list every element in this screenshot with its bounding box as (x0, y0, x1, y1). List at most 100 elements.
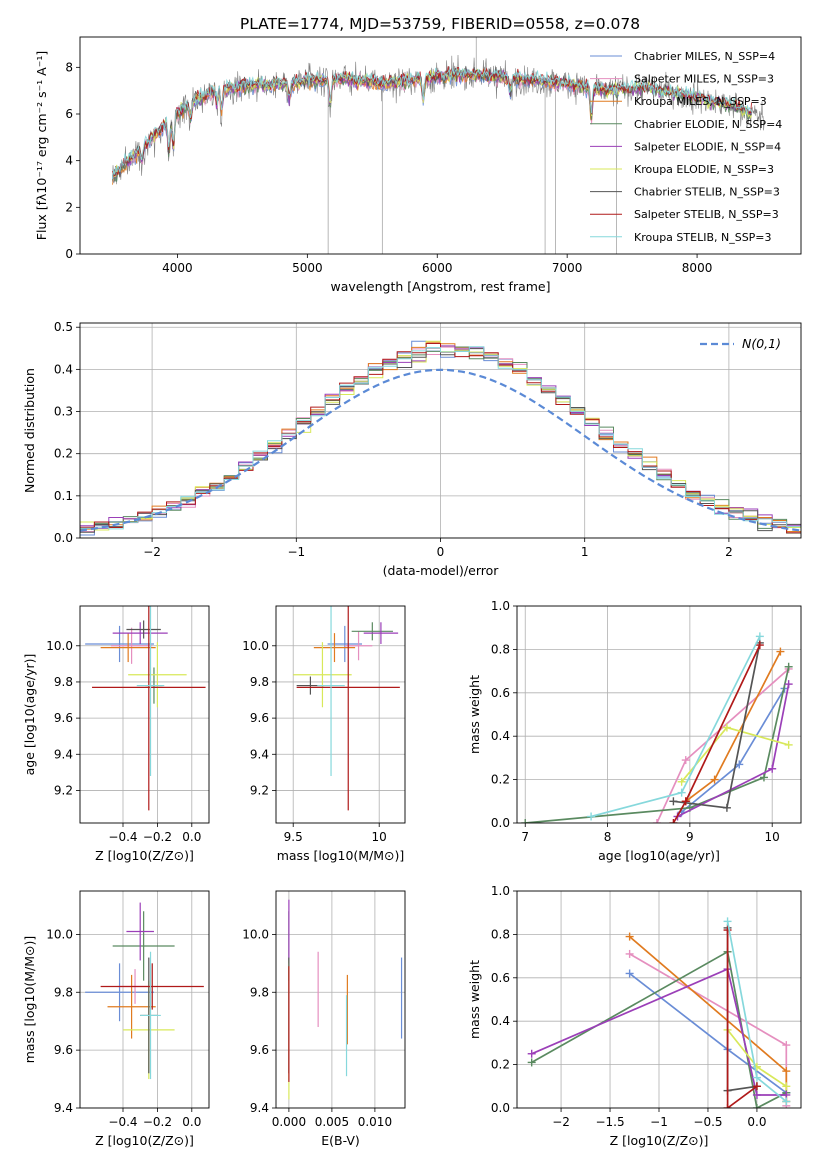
y-tick-label: 9.4 (250, 1101, 269, 1115)
x-axis-label: Z [log10(Z/Z⊙)] (95, 1133, 194, 1148)
y-tick-label: 9.8 (250, 675, 269, 689)
x-tick-label: 9.5 (284, 830, 303, 844)
x-tick-label: −0.4 (108, 830, 137, 844)
legend-label-normal: N(0,1) (742, 336, 781, 351)
y-tick-label: 6 (65, 107, 73, 121)
x-tick-label: −0.5 (693, 1115, 722, 1129)
y-tick-label: 0.6 (491, 971, 510, 985)
axes-frame (79, 890, 210, 1109)
y-tick-label: 1.0 (491, 599, 510, 613)
x-tick-label: 4000 (162, 261, 193, 275)
plot-area-age_vs_Z (80, 606, 209, 823)
y-tick-label: 0.3 (54, 405, 73, 419)
figure-title: PLATE=1774, MJD=53759, FIBERID=0558, z=0… (240, 15, 640, 33)
y-tick-label: 0 (65, 247, 73, 261)
axes-frame (516, 605, 802, 824)
x-tick-label: −2 (143, 545, 161, 559)
panel-mass_vs_Z: −0.4 −0.2 0.0 9.4 9.6 9.8 10.0 Z [log10(Z/Z⊙)] m… (22, 890, 210, 1148)
x-tick-label: 0.0 (182, 1115, 201, 1129)
x-axis-label: (data-model)/error (383, 563, 500, 578)
legend-label-chabrier_miles: Chabrier MILES, N_SSP=4 (634, 50, 775, 63)
x-axis-label: wavelength [Angstrom, rest frame] (330, 279, 550, 294)
panel-age_vs_mass: 9.5 10 9.2 9.4 9.6 9.8 10.0 mass [log10(M/M⊙)] (242, 605, 406, 863)
x-tick-label: 0.005 (315, 1115, 349, 1129)
y-axis-label: Normed distribution (22, 368, 37, 493)
x-tick-label: 10 (765, 830, 780, 844)
y-tick-label: 9.8 (250, 985, 269, 999)
plot-area-age_vs_mass (276, 606, 405, 823)
x-tick-label: 6000 (422, 261, 453, 275)
y-tick-label: 9.4 (54, 1101, 73, 1115)
weight-line-chabrier_elodie (525, 666, 790, 823)
y-tick-label: 9.8 (54, 675, 73, 689)
y-axis-label: age [log10(age/yr)] (22, 654, 37, 776)
y-tick-label: 9.6 (250, 1043, 269, 1057)
panel-residual_hist: −2 −1 0 1 2 0.0 0.1 0.2 0.3 0.4 0.5 (data-model)/er… (22, 320, 802, 578)
weight-line-salpeter_miles (656, 668, 790, 823)
x-axis-label: mass [log10(M/M⊙)] (277, 848, 405, 863)
x-tick-label: 1 (581, 545, 589, 559)
panel-mass_weight_vs_Z: −2 −1.5 −1 −0.5 0.0 0.0 0.2 0.4 0.6 0.8 1.0 Z [log1… (467, 884, 802, 1148)
y-tick-label: 0.0 (491, 816, 510, 830)
axes-frame (275, 605, 406, 824)
y-axis-label: Flux [fλ10⁻¹⁷ erg cm⁻² s⁻¹ A⁻¹] (34, 51, 49, 240)
x-tick-label: 8000 (682, 261, 713, 275)
y-tick-label: 4 (65, 154, 73, 168)
x-tick-label: 7000 (552, 261, 583, 275)
plot-area-mass_weight_vs_Z (517, 891, 801, 1108)
y-axis-label: mass weight (467, 675, 482, 754)
y-tick-label: 0.0 (491, 1101, 510, 1115)
normal-curve (80, 368, 801, 532)
y-tick-label: 9.6 (250, 711, 269, 725)
legend-label-salpeter_stelib: Salpeter STELIB, N_SSP=3 (634, 208, 779, 221)
x-tick-label: −0.4 (108, 1115, 137, 1129)
legend-label-kroupa_elodie: Kroupa ELODIE, N_SSP=3 (634, 163, 774, 176)
plot-area-mass_weight_vs_age (517, 606, 801, 823)
y-tick-label: 9.6 (54, 711, 73, 725)
y-tick-label: 0.8 (491, 927, 510, 941)
y-tick-label: 0.8 (491, 642, 510, 656)
weight-line-salpeter_stelib (726, 930, 758, 1108)
x-tick-label: 0.0 (747, 1115, 766, 1129)
x-tick-label: −1.5 (595, 1115, 624, 1129)
plot-area-mass_vs_Z (80, 891, 209, 1108)
x-axis-label: Z [log10(Z/Z⊙)] (610, 1133, 709, 1148)
axes-frame (79, 322, 802, 539)
y-tick-label: 8 (65, 60, 73, 74)
x-tick-label: −2 (552, 1115, 570, 1129)
y-tick-label: 9.4 (250, 747, 269, 761)
x-tick-label: 0 (437, 545, 445, 559)
y-tick-label: 0.5 (54, 320, 73, 334)
y-tick-label: 9.6 (54, 1043, 73, 1057)
y-tick-label: 0.2 (54, 447, 73, 461)
x-tick-label: 0.000 (272, 1115, 306, 1129)
model-spectrum-chabrier_miles (112, 70, 620, 183)
histogram-kroupa_stelib (80, 346, 801, 538)
panel-age_vs_Z: −0.4 −0.2 0.0 9.2 9.4 9.6 9.8 10.0 Z [log10(Z/Z⊙… (22, 605, 210, 863)
legend-label-salpeter_elodie: Salpeter ELODIE, N_SSP=4 (634, 140, 781, 153)
x-axis-label: age [log10(age/yr)] (598, 848, 720, 863)
x-tick-label: 2 (725, 545, 733, 559)
x-tick-label: 0.010 (358, 1115, 392, 1129)
axes-frame (79, 605, 210, 824)
x-tick-label: −1 (650, 1115, 668, 1129)
y-tick-label: 1.0 (491, 884, 510, 898)
y-tick-label: 10.0 (242, 927, 269, 941)
y-tick-label: 0.0 (54, 531, 73, 545)
legend-label-chabrier_elodie: Chabrier ELODIE, N_SSP=4 (634, 118, 782, 131)
axes-frame (275, 890, 406, 1109)
y-tick-label: 0.6 (491, 686, 510, 700)
x-tick-label: 8 (604, 830, 612, 844)
x-tick-label: 7 (521, 830, 529, 844)
axes-frame (79, 36, 802, 255)
x-tick-label: −0.2 (143, 830, 172, 844)
x-tick-label: 9 (686, 830, 694, 844)
legend-label-kroupa_miles: Kroupa MILES, N_SSP=3 (634, 95, 767, 108)
x-tick-label: 10 (372, 830, 387, 844)
y-tick-label: 10.0 (242, 639, 269, 653)
y-tick-label: 9.2 (250, 783, 269, 797)
y-tick-label: 0.4 (491, 1014, 510, 1028)
x-axis-label: E(B-V) (321, 1133, 360, 1148)
x-tick-label: −0.2 (143, 1115, 172, 1129)
